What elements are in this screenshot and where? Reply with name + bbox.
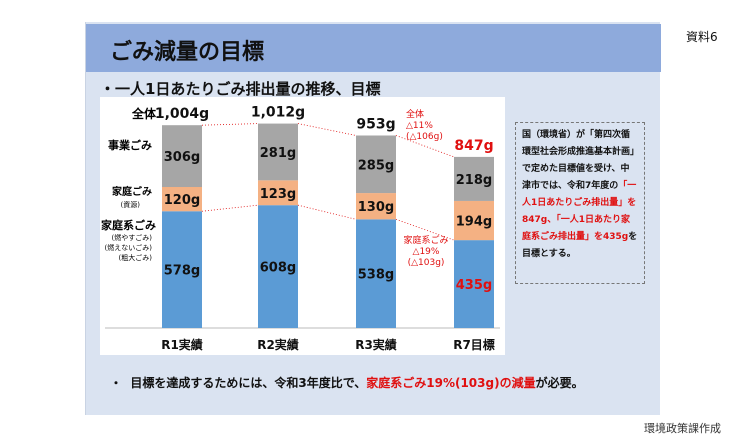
bar-segment-2 bbox=[258, 123, 298, 181]
bar-segment-2 bbox=[356, 135, 396, 194]
credit: 環境政策課作成 bbox=[644, 422, 721, 435]
document-number: 資料6 bbox=[686, 30, 718, 44]
title-bar: ごみ減量の目標 bbox=[86, 24, 661, 72]
trend-line-total bbox=[395, 135, 455, 158]
bar-segment-1 bbox=[356, 193, 396, 220]
data-label: 123g bbox=[260, 187, 296, 202]
trend-line-household bbox=[297, 204, 357, 220]
data-label: 608g bbox=[260, 261, 296, 276]
total-label: 847g bbox=[454, 138, 493, 154]
annotation-total: 全体 bbox=[406, 108, 424, 120]
data-label: 538g bbox=[358, 268, 394, 283]
annotation-household: △19% bbox=[413, 247, 440, 257]
bullet: ・ bbox=[110, 376, 123, 390]
data-label: 194g bbox=[456, 215, 492, 230]
series-label: 家庭ごみ bbox=[112, 185, 152, 198]
bar-segment-0 bbox=[258, 205, 298, 328]
bar-segment-0 bbox=[162, 211, 202, 328]
series-sublabel: (燃やすごみ) bbox=[112, 233, 153, 242]
annotation-total: △11% bbox=[406, 121, 433, 131]
total-label: 1,004g bbox=[155, 106, 209, 122]
annotation-household: (△103g) bbox=[408, 258, 445, 268]
conclusion-text-end: が必要。 bbox=[535, 376, 584, 390]
note-text-end: を目標とする。 bbox=[522, 232, 638, 259]
annotation-household: 家庭系ごみ bbox=[403, 234, 448, 246]
bar-segment-1 bbox=[454, 200, 494, 241]
data-label: 578g bbox=[164, 264, 200, 279]
data-label: 306g bbox=[164, 150, 200, 165]
note-highlight: 「一人1日あたりごみ排出量」を847g、「一人1日あたり家庭系ごみ排出量」を43… bbox=[522, 181, 637, 242]
data-label: 218g bbox=[456, 173, 492, 188]
conclusion: ・ 目標を達成するためには、令和3年度比で、家庭系ごみ19%(103g)の減量が… bbox=[110, 374, 584, 391]
bar-segment-1 bbox=[162, 187, 202, 212]
conclusion-highlight: 家庭系ごみ19%(103g)の減量 bbox=[366, 376, 536, 390]
trend-line-household bbox=[395, 218, 455, 241]
total-prefix: 全体 bbox=[131, 106, 157, 121]
stacked-bar-chart: 578g 120g 306g R1実績 1,004g 608g 123g 281g R2実績 1,… bbox=[101, 105, 500, 352]
data-label: 285g bbox=[358, 158, 394, 173]
bar-segment-1 bbox=[258, 180, 298, 206]
bar-segment-0 bbox=[454, 240, 494, 328]
bar-segment-2 bbox=[162, 125, 202, 188]
series-sublabel: (粗大ごみ) bbox=[119, 253, 153, 262]
data-label: 435g bbox=[456, 278, 492, 293]
chart-subtitle: ・一人1日あたりごみ排出量の推移、目標 bbox=[100, 80, 381, 98]
total-label: 1,012g bbox=[251, 105, 305, 121]
x-tick-label: R1実績 bbox=[161, 337, 203, 352]
bar-segment-0 bbox=[356, 219, 396, 328]
series-sublabel: (燃えないごみ) bbox=[105, 243, 153, 252]
trend-line-total bbox=[297, 123, 357, 136]
x-tick-label: R2実績 bbox=[257, 337, 299, 352]
data-label: 130g bbox=[358, 200, 394, 215]
bar-segment-2 bbox=[454, 156, 494, 201]
data-label: 120g bbox=[164, 193, 200, 208]
conclusion-text: 目標を達成するためには、令和3年度比で、 bbox=[130, 376, 367, 390]
x-tick-label: R7目標 bbox=[453, 337, 495, 352]
annotation-total: (△106g) bbox=[406, 132, 443, 142]
series-label: 事業ごみ bbox=[108, 138, 152, 152]
data-label: 281g bbox=[260, 146, 296, 161]
note-text: 国（環境省）が「第四次循環型社会形成推進基本計画」で定めた目標値を受け、中津市で… bbox=[522, 130, 635, 191]
trend-line-household bbox=[201, 204, 259, 212]
series-sublabel: (資源) bbox=[121, 200, 141, 209]
series-label: 家庭系ごみ bbox=[101, 218, 156, 232]
trend-line-total bbox=[201, 123, 259, 126]
chart-area: 578g 120g 306g R1実績 1,004g 608g 123g 281g R2実績 1,… bbox=[100, 97, 505, 355]
note-box: 国（環境省）が「第四次循環型社会形成推進基本計画」で定めた目標値を受け、中津市で… bbox=[515, 122, 645, 284]
page-title: ごみ減量の目標 bbox=[110, 40, 265, 65]
total-label: 953g bbox=[356, 116, 395, 132]
x-tick-label: R3実績 bbox=[355, 337, 397, 352]
